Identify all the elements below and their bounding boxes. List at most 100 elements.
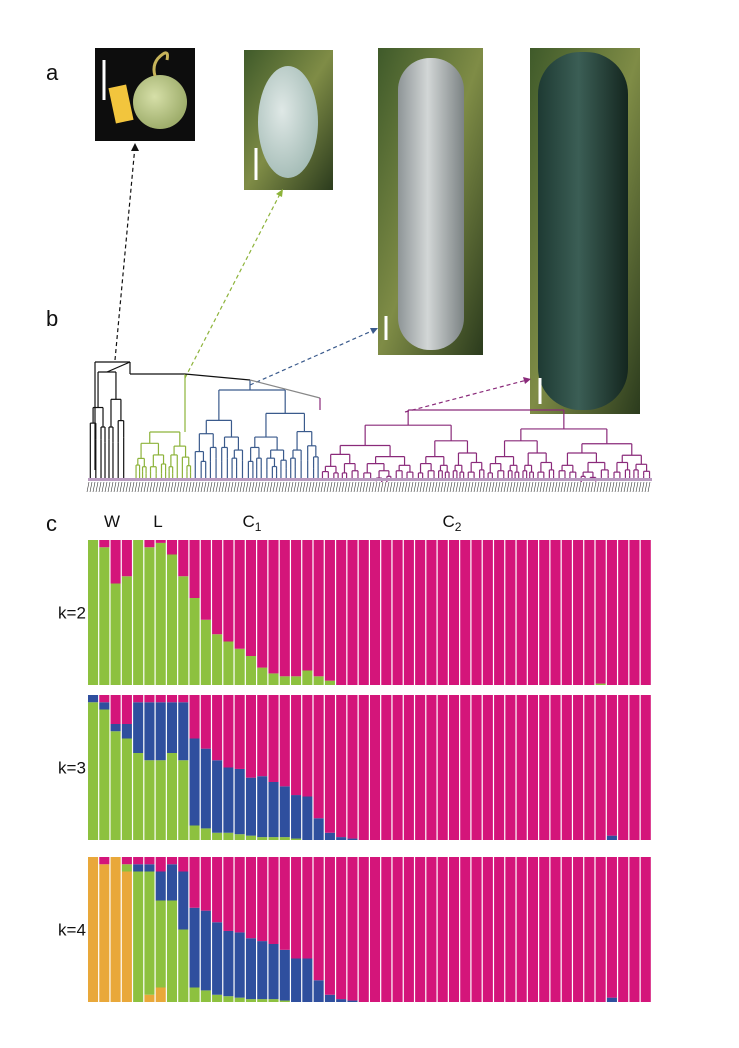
ancestry-segment	[257, 667, 268, 685]
leaf-tick	[434, 481, 438, 493]
leaf-tick	[134, 481, 138, 493]
leaf-tick	[131, 481, 135, 493]
leaf-tick	[479, 481, 483, 493]
ancestry-segment	[121, 695, 132, 724]
leaf-tick	[578, 481, 582, 493]
ancestry-segment	[223, 767, 234, 833]
leaf-tick	[491, 481, 495, 493]
leaf-tick	[215, 481, 219, 493]
ancestry-segment	[121, 576, 132, 685]
ancestry-segment	[212, 994, 223, 1002]
leaf-tick	[113, 481, 117, 493]
ancestry-segment	[234, 932, 245, 998]
ancestry-segment	[155, 900, 166, 988]
ancestry-segment	[539, 540, 550, 685]
ancestry-segment	[99, 547, 110, 685]
leaf-tick	[347, 481, 351, 493]
leaf-tick	[569, 481, 573, 493]
clade-label: C1	[243, 512, 262, 534]
ancestry-segment	[189, 857, 200, 908]
ancestry-segment	[144, 864, 155, 872]
leaf-tick	[419, 481, 423, 493]
ancestry-segment	[144, 540, 155, 548]
ancestry-segment	[471, 857, 482, 1002]
leaf-tick	[611, 481, 615, 493]
leaf-tick	[326, 481, 330, 493]
leaf-tick	[584, 481, 588, 493]
ancestry-segment	[324, 857, 335, 995]
ancestry-segment	[155, 695, 166, 703]
ancestry-segment	[99, 695, 110, 703]
leaf-tick	[533, 481, 537, 493]
ancestry-segment	[291, 695, 302, 796]
ancestry-segment	[313, 540, 324, 677]
ancestry-segment	[437, 540, 448, 685]
ancestry-segment	[268, 782, 279, 838]
leaf-tick	[272, 481, 276, 493]
leaf-tick	[209, 481, 213, 493]
leaf-tick	[212, 481, 216, 493]
ancestry-segment	[257, 540, 268, 668]
ancestry-segment	[234, 857, 245, 933]
leaf-tick	[383, 481, 387, 493]
ancestry-segment	[144, 760, 155, 840]
ancestry-segment	[313, 695, 324, 819]
leaf-tick	[581, 481, 585, 493]
ancestry-segment	[505, 695, 516, 840]
ancestry-segment	[200, 990, 211, 1002]
leaf-tick	[320, 481, 324, 493]
leaf-tick	[458, 481, 462, 493]
ancestry-segment	[550, 857, 561, 1002]
ancestry-segment	[313, 857, 324, 981]
ancestry-segment	[584, 857, 595, 1002]
leaf-tick	[557, 481, 561, 493]
leaf-tick	[638, 481, 642, 493]
clade-labels: W L C1 C2	[104, 512, 462, 534]
ancestry-segment	[178, 929, 189, 1002]
leaf-tick	[413, 481, 417, 493]
leaf-tick	[119, 481, 123, 493]
ancestry-segment	[234, 768, 245, 835]
leaf-tick	[263, 481, 267, 493]
ancestry-segment	[279, 540, 290, 677]
ancestry-segment	[144, 994, 155, 1002]
leaf-tick	[281, 481, 285, 493]
leaf-tick	[203, 481, 207, 493]
ancestry-segment	[460, 857, 471, 1002]
ancestry-segment	[257, 776, 268, 838]
ancestry-segment	[279, 786, 290, 838]
leaf-tick	[107, 481, 111, 493]
leaf-tick	[224, 481, 228, 493]
leaf-tick	[476, 481, 480, 493]
leaf-tick	[446, 481, 450, 493]
ancestry-segment	[527, 857, 538, 1002]
leaf-tick	[251, 481, 255, 493]
leaf-tick	[425, 481, 429, 493]
ancestry-segment	[110, 540, 121, 584]
ancestry-segment	[279, 837, 290, 840]
ancestry-segment	[245, 656, 256, 685]
ancestry-segment	[110, 724, 121, 732]
ancestry-segment	[223, 695, 234, 768]
ancestry-segment	[166, 753, 178, 840]
leaf-tick	[410, 481, 414, 493]
leaf-tick	[221, 481, 225, 493]
leaf-tick	[416, 481, 420, 493]
ancestry-segment	[629, 857, 640, 1002]
leaf-tick	[503, 481, 507, 493]
ancestry-segment	[291, 676, 302, 685]
ancestry-segment	[381, 540, 392, 685]
leaf-tick	[110, 481, 114, 493]
ancestry-segment	[178, 760, 189, 840]
leaf-tick	[437, 481, 441, 493]
leaf-tick	[278, 481, 282, 493]
ancestry-segment	[606, 695, 617, 836]
leaf-tick	[128, 481, 132, 493]
leaf-tick	[449, 481, 453, 493]
ancestry-segment	[448, 857, 460, 1002]
photo-cultivar-1	[378, 48, 483, 355]
ancestry-segment	[640, 540, 651, 685]
leaf-tick	[431, 481, 435, 493]
leaf-tick	[161, 481, 165, 493]
ancestry-segment	[291, 838, 302, 840]
